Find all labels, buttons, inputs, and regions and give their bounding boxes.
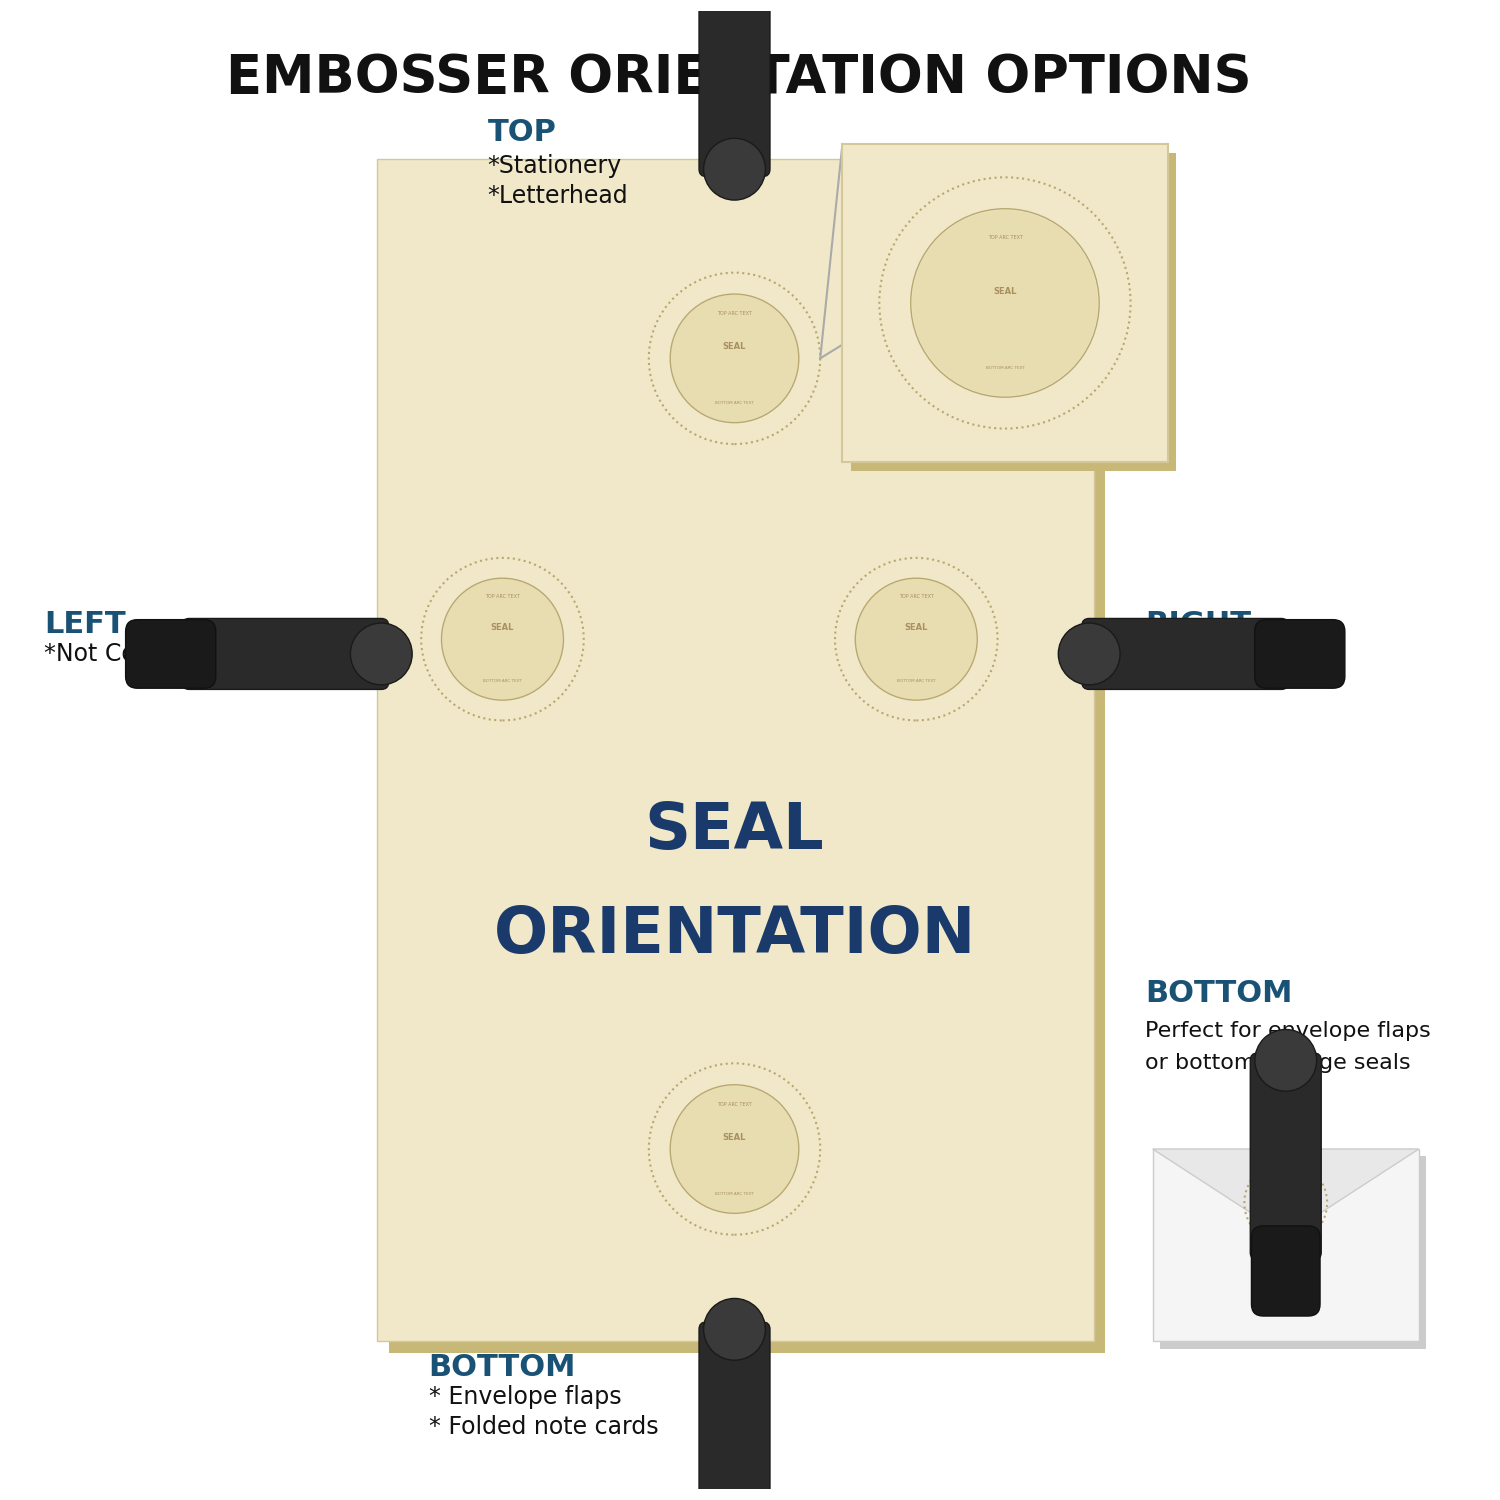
Circle shape	[670, 1086, 798, 1212]
FancyBboxPatch shape	[1251, 1226, 1320, 1316]
Circle shape	[351, 622, 412, 686]
FancyBboxPatch shape	[1160, 1156, 1426, 1348]
Polygon shape	[1152, 1149, 1419, 1236]
Text: BOTTOM ARC TEXT: BOTTOM ARC TEXT	[986, 366, 1024, 370]
Text: or bottom of page seals: or bottom of page seals	[1146, 1053, 1412, 1074]
Text: TOP ARC TEXT: TOP ARC TEXT	[717, 1102, 752, 1107]
FancyBboxPatch shape	[182, 618, 388, 690]
FancyBboxPatch shape	[376, 159, 1094, 1341]
Circle shape	[912, 210, 1098, 396]
Text: * Envelope flaps: * Envelope flaps	[429, 1386, 621, 1410]
FancyBboxPatch shape	[1251, 1053, 1322, 1260]
Text: TOP: TOP	[488, 117, 556, 147]
Text: LEFT: LEFT	[45, 610, 126, 639]
FancyBboxPatch shape	[1254, 620, 1346, 688]
Circle shape	[1256, 1029, 1317, 1090]
Circle shape	[1256, 1172, 1317, 1233]
Text: ORIENTATION: ORIENTATION	[494, 903, 975, 966]
Text: SEAL: SEAL	[1274, 1186, 1298, 1196]
Text: BOTTOM ARC TEXT: BOTTOM ARC TEXT	[716, 400, 754, 405]
FancyBboxPatch shape	[843, 144, 1167, 462]
Text: TOP ARC TEXT: TOP ARC TEXT	[987, 236, 1023, 240]
FancyBboxPatch shape	[126, 620, 216, 688]
Text: *Stationery: *Stationery	[488, 154, 622, 178]
Text: TOP ARC TEXT: TOP ARC TEXT	[1269, 1179, 1304, 1184]
FancyBboxPatch shape	[699, 0, 770, 177]
Text: * Book page: * Book page	[1146, 642, 1290, 666]
Text: SEAL: SEAL	[723, 1132, 746, 1142]
Circle shape	[442, 579, 562, 699]
Text: EMBOSSER ORIENTATION OPTIONS: EMBOSSER ORIENTATION OPTIONS	[226, 51, 1251, 104]
FancyBboxPatch shape	[700, 0, 770, 3]
Text: SEAL: SEAL	[723, 342, 746, 351]
FancyBboxPatch shape	[852, 153, 1176, 471]
Text: BOTTOM ARC TEXT: BOTTOM ARC TEXT	[483, 680, 522, 684]
FancyBboxPatch shape	[1152, 1149, 1419, 1341]
Text: BOTTOM ARC TEXT: BOTTOM ARC TEXT	[1266, 1222, 1305, 1227]
Text: *Letterhead: *Letterhead	[488, 184, 628, 209]
Text: BOTTOM: BOTTOM	[429, 1353, 576, 1383]
FancyBboxPatch shape	[699, 1322, 770, 1500]
FancyBboxPatch shape	[388, 171, 1106, 1353]
Text: Perfect for envelope flaps: Perfect for envelope flaps	[1146, 1022, 1431, 1041]
Text: SEAL: SEAL	[490, 622, 514, 632]
Text: SEAL: SEAL	[904, 622, 928, 632]
Text: TOP ARC TEXT: TOP ARC TEXT	[898, 594, 933, 600]
Circle shape	[670, 296, 798, 422]
Text: TOP ARC TEXT: TOP ARC TEXT	[717, 312, 752, 316]
Circle shape	[856, 579, 976, 699]
Text: TOP ARC TEXT: TOP ARC TEXT	[484, 594, 520, 600]
Text: * Folded note cards: * Folded note cards	[429, 1414, 658, 1438]
Text: *Not Common: *Not Common	[45, 642, 211, 666]
FancyBboxPatch shape	[1082, 618, 1288, 690]
Text: BOTTOM ARC TEXT: BOTTOM ARC TEXT	[897, 680, 936, 684]
Text: BOTTOM ARC TEXT: BOTTOM ARC TEXT	[716, 1191, 754, 1196]
Text: SEAL: SEAL	[993, 286, 1017, 296]
Circle shape	[704, 138, 765, 200]
Text: BOTTOM: BOTTOM	[1146, 980, 1293, 1008]
FancyBboxPatch shape	[700, 1496, 770, 1500]
Circle shape	[1059, 622, 1120, 686]
Text: RIGHT: RIGHT	[1146, 610, 1251, 639]
Text: SEAL: SEAL	[645, 801, 825, 862]
Circle shape	[704, 1299, 765, 1360]
